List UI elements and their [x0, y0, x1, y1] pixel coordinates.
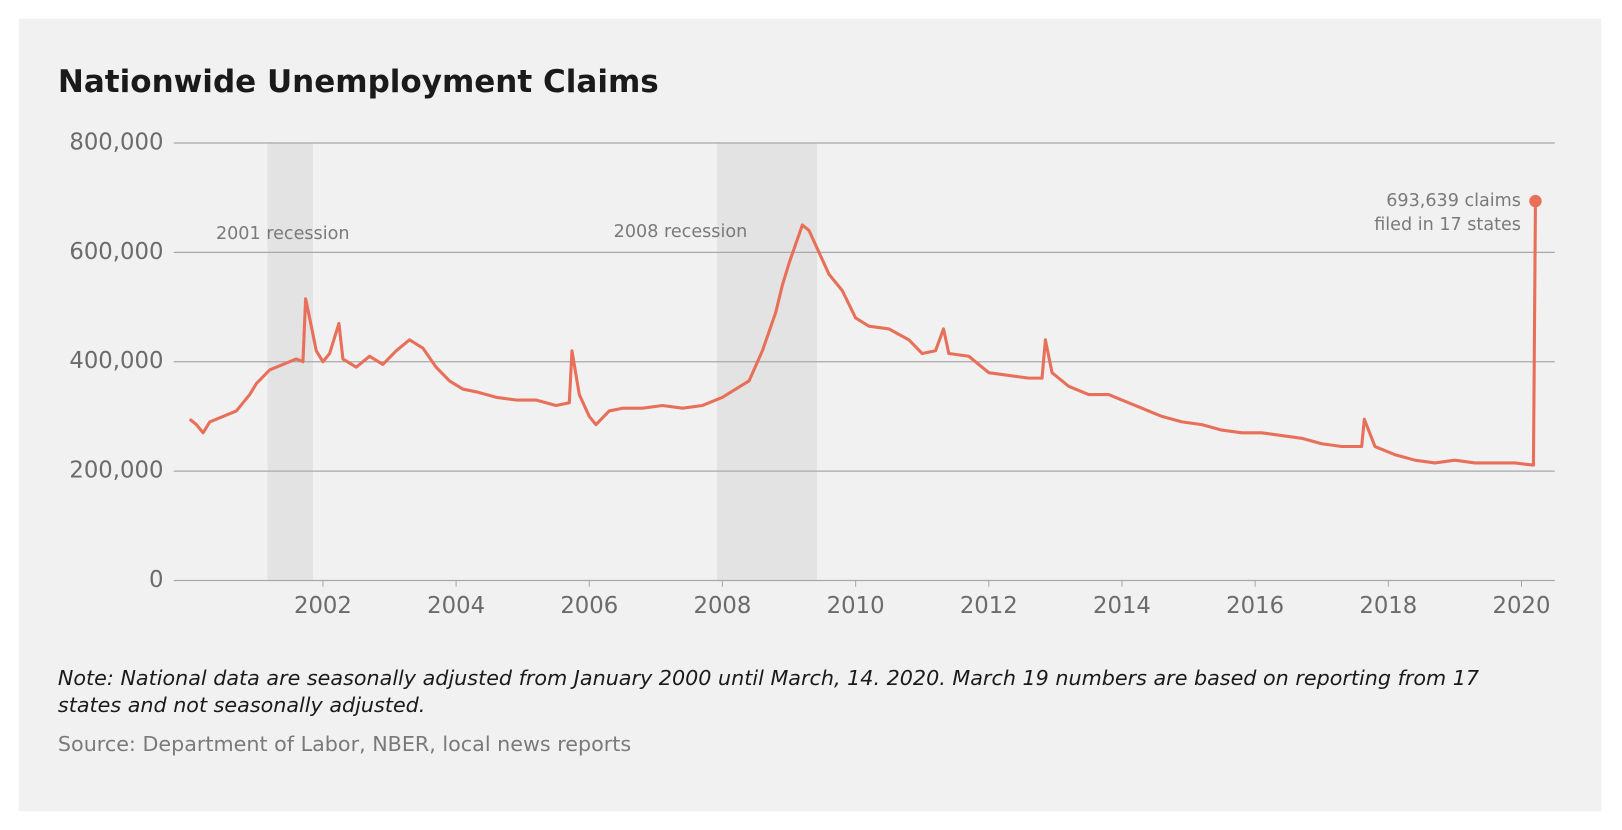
- end-point: [1529, 194, 1542, 208]
- note-box: Note: National data are seasonally adjus…: [57, 665, 1480, 718]
- x-tick-label: 2012: [960, 593, 1018, 619]
- note: Note: National data are seasonally adjus…: [57, 665, 1480, 718]
- x-tick-label: 2004: [427, 593, 485, 619]
- series-line: [188, 201, 1538, 467]
- recession-label: 2001 recession: [216, 224, 350, 244]
- x-tick-label: 2020: [1493, 593, 1551, 619]
- y-tick-label: 200,000: [69, 458, 163, 484]
- x-tick-label: 2006: [560, 593, 618, 619]
- source: Source: Department of Labor, NBER, local…: [58, 732, 631, 756]
- y-tick-label: 600,000: [69, 239, 163, 265]
- x-tick-label: 2008: [693, 593, 751, 619]
- x-tick-label: 2018: [1359, 593, 1417, 619]
- y-tick-label: 0: [149, 567, 163, 593]
- y-tick-label: 400,000: [69, 348, 163, 374]
- end-label: 693,639 claims: [1386, 191, 1521, 211]
- recession-label: 2008 recession: [614, 222, 748, 242]
- x-tick-label: 2014: [1093, 593, 1151, 619]
- y-tick-label: 800,000: [69, 129, 163, 155]
- x-tick-label: 2010: [827, 593, 885, 619]
- chart-title: Nationwide Unemployment Claims: [58, 64, 659, 100]
- end-label: filed in 17 states: [1374, 215, 1521, 235]
- x-tick-label: 2002: [294, 593, 352, 619]
- x-tick-label: 2016: [1226, 593, 1284, 619]
